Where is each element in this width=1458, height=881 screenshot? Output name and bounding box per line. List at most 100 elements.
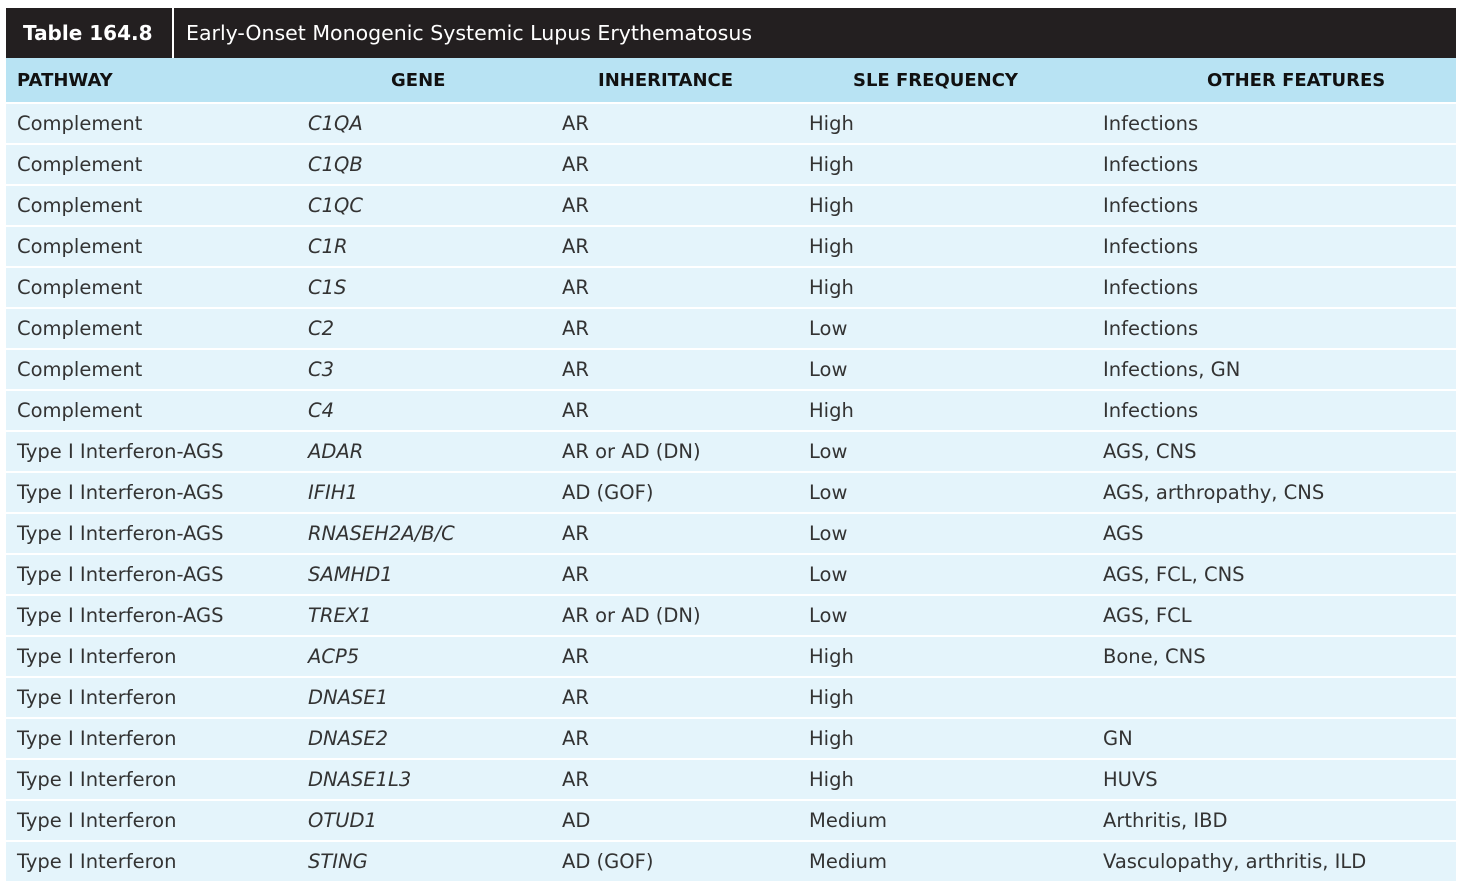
table-row: Type I Interferon-AGS TREX1 AR or AD (DN) L… <box>6 596 1456 635</box>
cell-sle-frequency: Medium <box>809 850 887 873</box>
cell-gene: C2 <box>308 317 335 340</box>
cell-gene: C1QC <box>308 194 363 217</box>
cell-pathway: Complement <box>17 194 143 217</box>
table-row: Complement C3 AR Low Infections, GN <box>6 350 1456 389</box>
cell-sle-frequency: Low <box>809 522 848 545</box>
table-header-row: PATHWAY GENE INHERITANCE SLE FREQUENCY O… <box>6 58 1456 102</box>
cell-sle-frequency: Low <box>809 358 848 381</box>
cell-sle-frequency: Medium <box>809 809 887 832</box>
cell-other-features: Bone, CNS <box>1103 645 1206 668</box>
cell-gene: C3 <box>308 358 335 381</box>
table-title: Early-Onset Monogenic Systemic Lupus Ery… <box>186 21 753 45</box>
cell-other-features: Vasculopathy, arthritis, ILD <box>1103 850 1367 873</box>
cell-pathway: Complement <box>17 235 143 258</box>
cell-other-features: Infections <box>1103 112 1199 135</box>
cell-gene: RNASEH2A/B/C <box>308 522 455 545</box>
cell-pathway: Type I Interferon <box>17 727 177 750</box>
cell-sle-frequency: Low <box>809 317 848 340</box>
cell-sle-frequency: High <box>809 235 854 258</box>
cell-pathway: Complement <box>17 358 143 381</box>
table-row: Complement C2 AR Low Infections <box>6 309 1456 348</box>
cell-pathway: Type I Interferon <box>17 850 177 873</box>
cell-inheritance: AR <box>562 768 589 791</box>
cell-gene: DNASE1L3 <box>308 768 412 791</box>
cell-sle-frequency: High <box>809 194 854 217</box>
cell-gene: SAMHD1 <box>308 563 393 586</box>
table-row: Type I Interferon-AGS SAMHD1 AR Low AGS, FCL… <box>6 555 1456 594</box>
cell-inheritance: AR <box>562 235 589 258</box>
table-row: Type I Interferon DNASE2 AR High GN <box>6 719 1456 758</box>
cell-pathway: Complement <box>17 399 143 422</box>
table-row: Complement C1R AR High Infections <box>6 227 1456 266</box>
cell-inheritance: AR <box>562 358 589 381</box>
cell-inheritance: AR <box>562 645 589 668</box>
table-row: Complement C1QA AR High Infections <box>6 104 1456 143</box>
table-row: Type I Interferon-AGS RNASEH2A/B/C AR Low AG… <box>6 514 1456 553</box>
table-row: Complement C4 AR High Infections <box>6 391 1456 430</box>
cell-other-features: Arthritis, IBD <box>1103 809 1228 832</box>
cell-gene: C4 <box>308 399 335 422</box>
cell-sle-frequency: High <box>809 276 854 299</box>
table-body: Complement C1QA AR High Infections Complement… <box>6 104 1456 881</box>
cell-pathway: Type I Interferon-AGS <box>17 604 224 627</box>
cell-other-features: AGS <box>1103 522 1144 545</box>
cell-pathway: Type I Interferon-AGS <box>17 481 224 504</box>
cell-sle-frequency: Low <box>809 604 848 627</box>
cell-inheritance: AR <box>562 563 589 586</box>
table-row: Type I Interferon-AGS IFIH1 AD (GOF) Low AGS… <box>6 473 1456 512</box>
cell-inheritance: AD (GOF) <box>562 850 654 873</box>
cell-sle-frequency: High <box>809 686 854 709</box>
cell-gene: IFIH1 <box>308 481 358 504</box>
cell-pathway: Type I Interferon-AGS <box>17 522 224 545</box>
cell-pathway: Complement <box>17 153 143 176</box>
cell-pathway: Complement <box>17 317 143 340</box>
cell-pathway: Complement <box>17 112 143 135</box>
header-inheritance: INHERITANCE <box>598 69 734 91</box>
cell-inheritance: AR <box>562 686 589 709</box>
cell-pathway: Type I Interferon <box>17 645 177 668</box>
cell-gene: TREX1 <box>308 604 372 627</box>
table-number: Table 164.8 <box>6 8 174 58</box>
cell-other-features: Infections <box>1103 235 1199 258</box>
cell-other-features: AGS, FCL, CNS <box>1103 563 1245 586</box>
cell-sle-frequency: Low <box>809 440 848 463</box>
cell-pathway: Type I Interferon-AGS <box>17 563 224 586</box>
table-row: Type I Interferon DNASE1L3 AR High HUVS <box>6 760 1456 799</box>
header-sle-frequency: SLE FREQUENCY <box>853 69 1018 91</box>
cell-other-features: Infections <box>1103 153 1199 176</box>
cell-sle-frequency: Low <box>809 563 848 586</box>
table-row: Type I Interferon OTUD1 AD Medium Arthritis,… <box>6 801 1456 840</box>
cell-other-features: AGS, CNS <box>1103 440 1197 463</box>
cell-gene: ADAR <box>308 440 364 463</box>
cell-sle-frequency: High <box>809 112 854 135</box>
table-row: Type I Interferon ACP5 AR High Bone, CNS <box>6 637 1456 676</box>
header-gene: GENE <box>391 69 446 91</box>
cell-inheritance: AR <box>562 112 589 135</box>
cell-other-features: Infections <box>1103 317 1199 340</box>
cell-gene: C1S <box>308 276 347 299</box>
header-other-features: OTHER FEATURES <box>1207 69 1386 91</box>
cell-other-features: HUVS <box>1103 768 1158 791</box>
cell-other-features: AGS, FCL <box>1103 604 1192 627</box>
cell-inheritance: AR <box>562 727 589 750</box>
cell-inheritance: AR <box>562 522 589 545</box>
cell-inheritance: AD (GOF) <box>562 481 654 504</box>
cell-inheritance: AD <box>562 809 591 832</box>
cell-pathway: Type I Interferon-AGS <box>17 440 224 463</box>
cell-sle-frequency: High <box>809 768 854 791</box>
table-row: Complement C1QC AR High Infections <box>6 186 1456 225</box>
cell-other-features: GN <box>1103 727 1133 750</box>
table-title-bar: Table 164.8 Early-Onset Monogenic System… <box>6 8 1456 58</box>
table-row: Complement C1S AR High Infections <box>6 268 1456 307</box>
table-row: Type I Interferon-AGS ADAR AR or AD (DN) Lo… <box>6 432 1456 471</box>
cell-gene: DNASE1 <box>308 686 389 709</box>
table-row: Type I Interferon STING AD (GOF) Medium Vasc… <box>6 842 1456 881</box>
cell-pathway: Type I Interferon <box>17 768 177 791</box>
cell-gene: DNASE2 <box>308 727 389 750</box>
table-row: Type I Interferon DNASE1 AR High <box>6 678 1456 717</box>
cell-other-features: Infections <box>1103 399 1199 422</box>
cell-inheritance: AR or AD (DN) <box>562 440 701 463</box>
cell-inheritance: AR or AD (DN) <box>562 604 701 627</box>
cell-gene: C1R <box>308 235 348 258</box>
cell-pathway: Complement <box>17 276 143 299</box>
